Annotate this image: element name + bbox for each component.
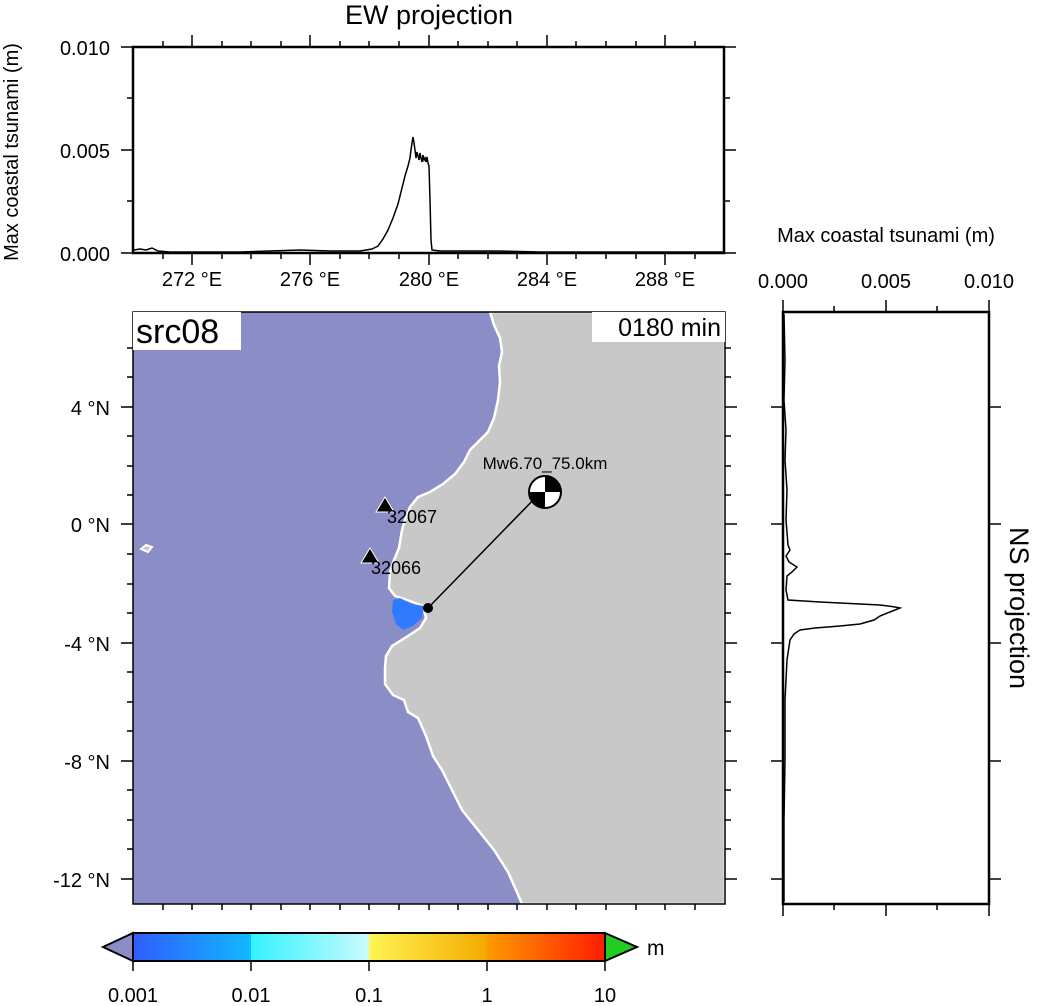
colorbar-segment xyxy=(251,933,369,961)
ew-x-ticks xyxy=(162,35,696,265)
land-area xyxy=(383,312,725,904)
ns-x-tick-label: 0.000 xyxy=(758,271,808,293)
ew-title: EW projection xyxy=(345,0,513,30)
ew-x-tick-label: 288 °E xyxy=(635,269,695,291)
station-label: 32066 xyxy=(371,558,421,578)
map-lat-tick-label: -4 °N xyxy=(64,634,110,656)
ew-x-tick-label: 272 °E xyxy=(162,269,222,291)
station-triangle-icon xyxy=(375,496,395,513)
colorbar-tick-label: 10 xyxy=(594,985,616,1006)
source-link-line xyxy=(427,491,542,609)
source-label-box xyxy=(133,312,241,350)
map-lat-ticks xyxy=(121,347,737,910)
ew-y-tick-label: 0.010 xyxy=(60,38,110,60)
colorbar-segment xyxy=(369,933,487,961)
colorbar-below-arrow xyxy=(100,931,134,963)
ns-title: NS projection xyxy=(1004,527,1034,689)
source-label: src08 xyxy=(136,313,219,351)
ew-tsunami-curve xyxy=(133,136,723,253)
colorbar-unit: m xyxy=(647,937,665,960)
ew-y-ticks xyxy=(121,46,736,254)
epicenter-label: Mw6.70_75.0km xyxy=(483,454,608,473)
time-label-box xyxy=(592,312,725,342)
colorbar-tick-label: 0.1 xyxy=(355,985,383,1006)
ew-frame xyxy=(131,45,726,255)
ns-ticks xyxy=(771,300,1001,916)
ns-tsunami-curve xyxy=(783,313,903,902)
coastal-point-marker xyxy=(423,603,433,613)
ew-y-tick-label: 0.005 xyxy=(60,141,110,163)
map-lat-tick-label: -12 °N xyxy=(53,870,110,892)
ew-x-tick-label: 284 °E xyxy=(517,269,577,291)
time-label: 0180 min xyxy=(618,314,721,342)
colorbar-segment xyxy=(133,933,251,961)
ew-y-tick-label: 0.000 xyxy=(60,244,110,266)
station-triangle-icon xyxy=(360,547,380,564)
map-lat-tick-label: 4 °N xyxy=(71,398,110,420)
colorbar-segment xyxy=(487,933,605,961)
colorbar-above-arrow xyxy=(604,931,640,963)
focal-mechanism-beachball xyxy=(528,475,562,509)
max-height-patch xyxy=(392,598,424,630)
colorbar-tick-label: 0.001 xyxy=(108,985,158,1006)
map-panel: 4 °N 0 °N -4 °N -8 °N -12 °N src08 0180 … xyxy=(53,311,737,910)
ew-y-axis-label: Max coastal tsunami (m) xyxy=(1,43,23,261)
ew-x-tick-label: 276 °E xyxy=(280,269,340,291)
ns-x-tick-label: 0.005 xyxy=(861,271,911,293)
colorbar-tick-label: 0.01 xyxy=(232,985,271,1006)
ns-projection-panel: Max coastal tsunami (m) 0.000 0.005 0.01… xyxy=(758,225,1034,916)
station-label: 32067 xyxy=(387,507,437,527)
colorbar: m 0.001 0.01 0.1 1 10 xyxy=(100,931,665,1006)
ew-projection-panel: EW projection Max coastal tsunami (m) 0.… xyxy=(1,0,736,291)
ns-frame xyxy=(781,310,991,906)
ns-x-axis-label: Max coastal tsunami (m) xyxy=(777,225,995,247)
island xyxy=(139,543,154,554)
ew-x-tick-label: 280 °E xyxy=(399,269,459,291)
map-lat-tick-label: 0 °N xyxy=(71,515,110,537)
colorbar-ticks xyxy=(132,961,606,971)
colorbar-tick-label: 1 xyxy=(481,985,492,1006)
map-lat-tick-label: -8 °N xyxy=(64,752,110,774)
ns-x-tick-label: 0.010 xyxy=(964,271,1014,293)
